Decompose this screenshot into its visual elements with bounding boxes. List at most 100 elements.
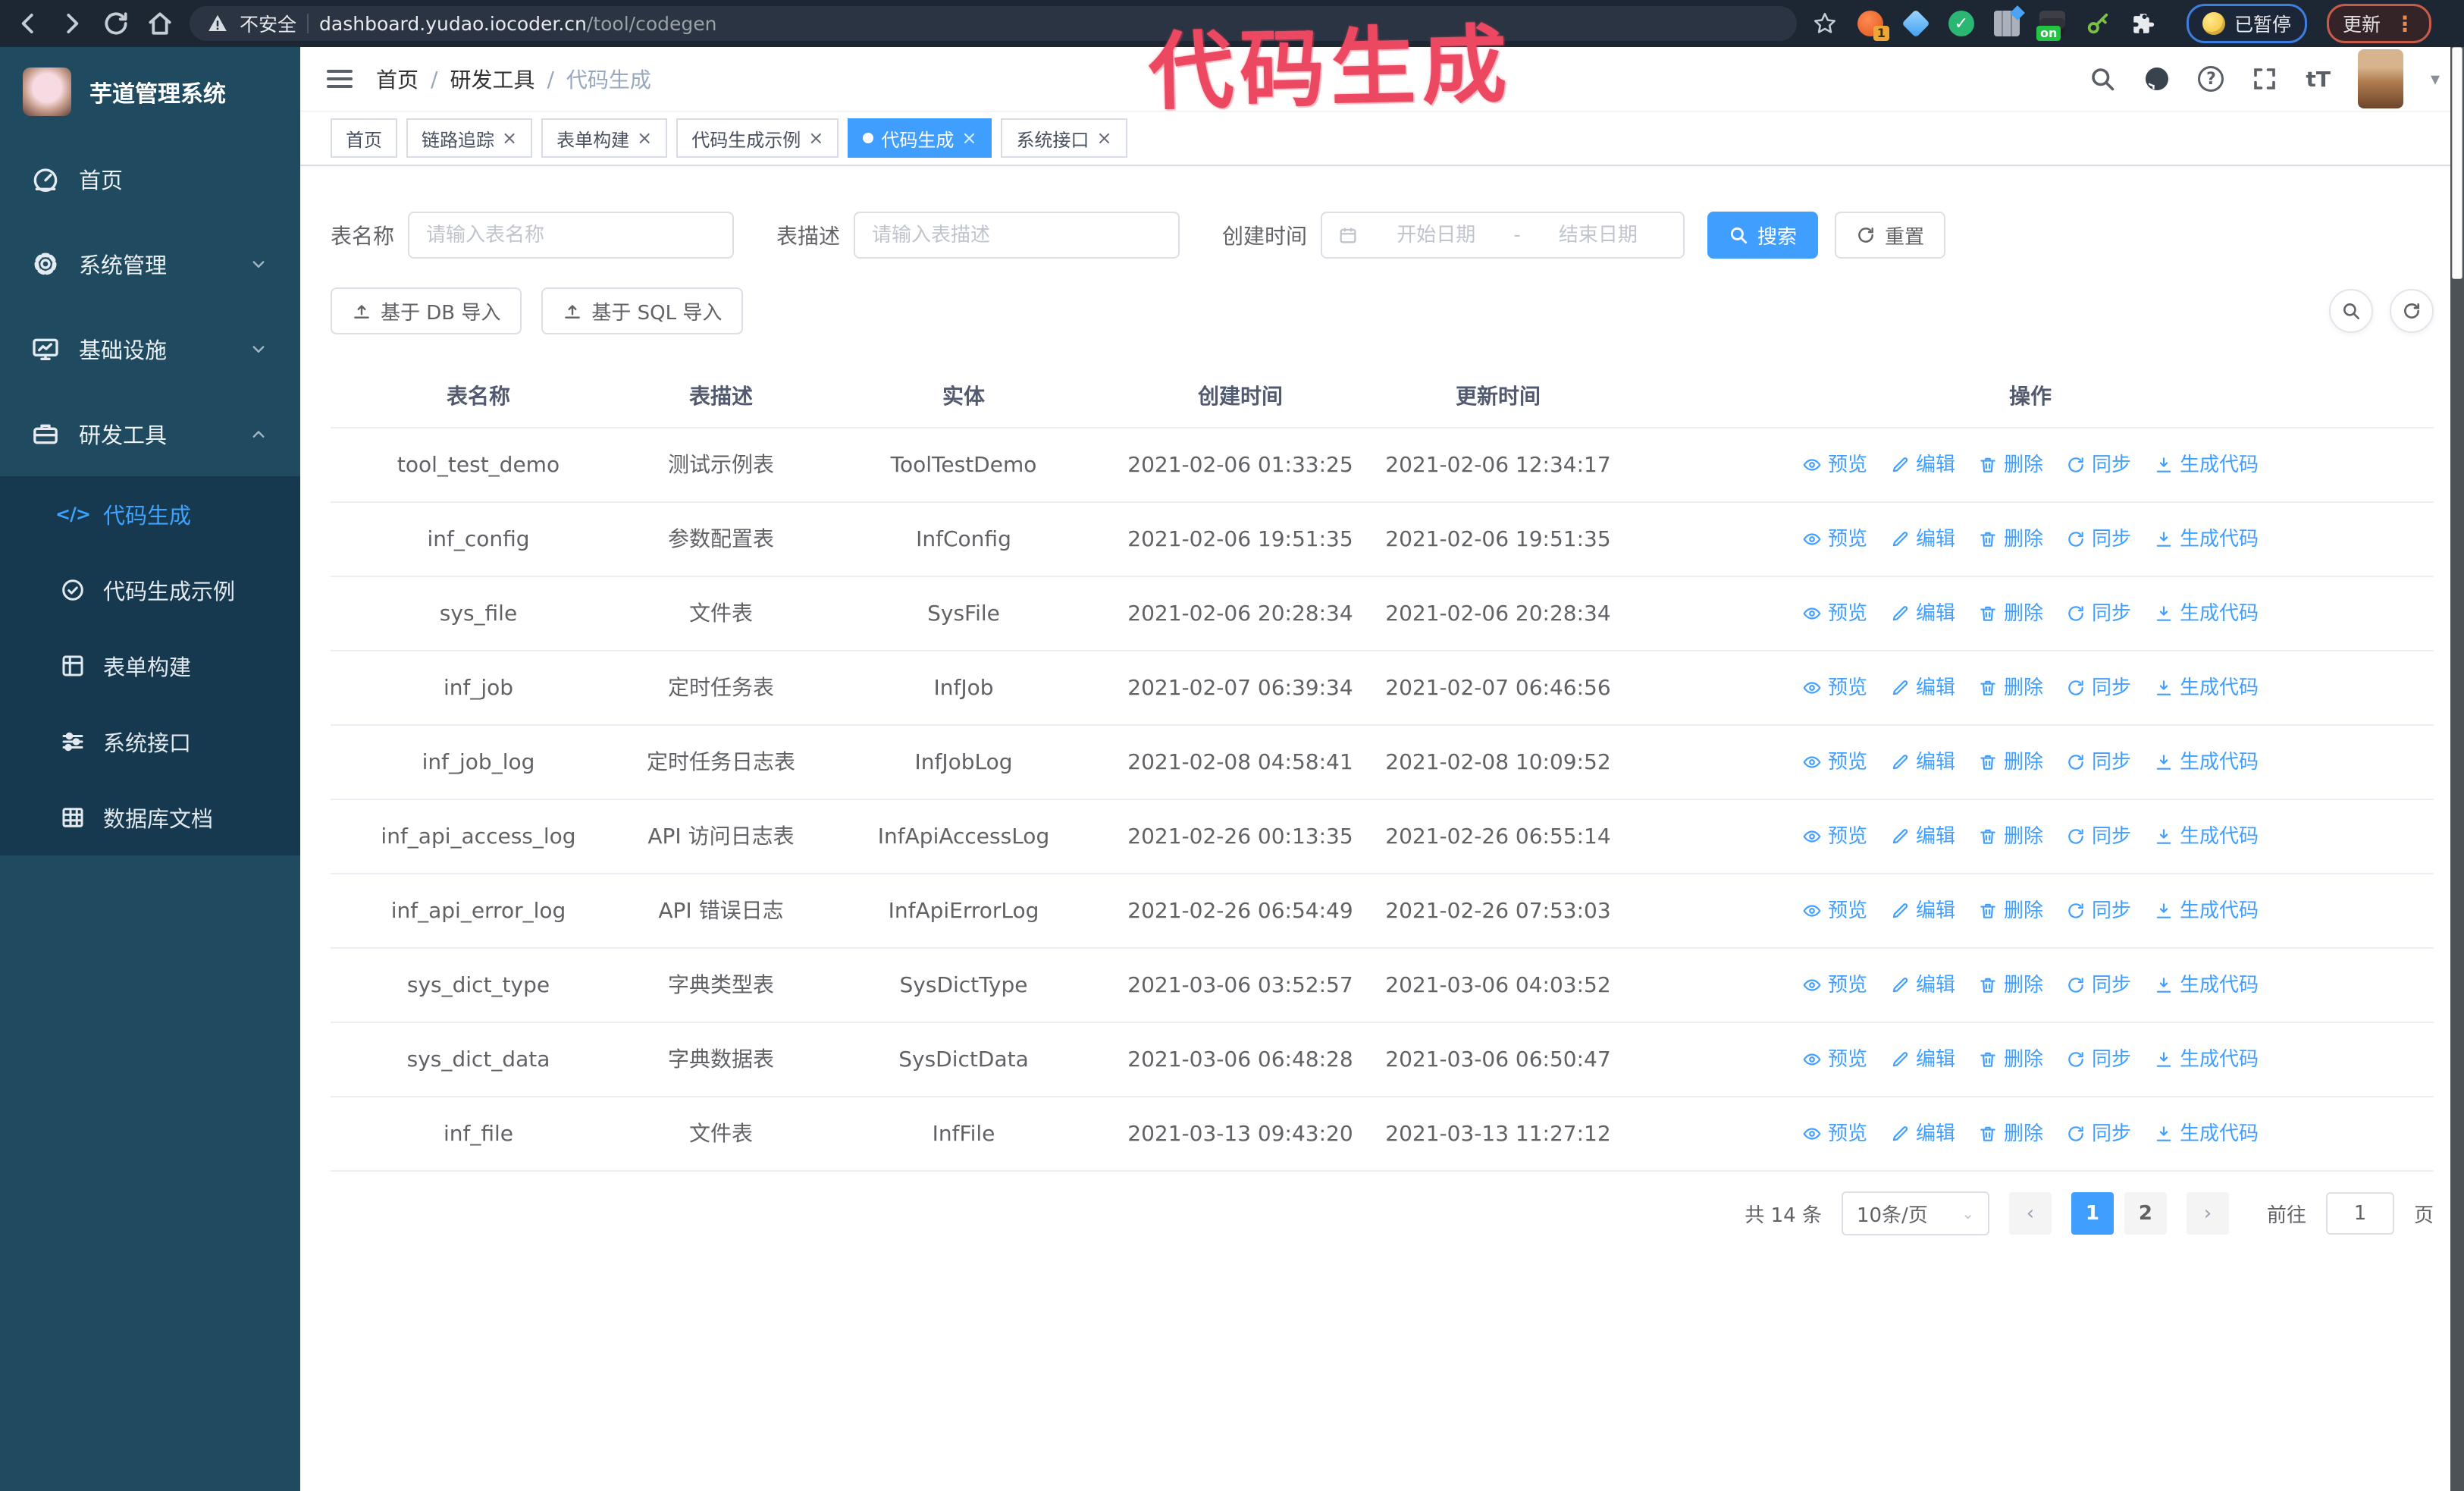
action-trash-link[interactable]: 删除 [1978, 524, 2043, 554]
toggle-search-button[interactable] [2329, 289, 2373, 333]
db-import-button[interactable]: 基于 DB 导入 [331, 287, 522, 334]
page-button-2[interactable]: 2 [2124, 1192, 2167, 1235]
tab-代码生成示例[interactable]: 代码生成示例 × [676, 118, 839, 158]
extension-icon-gem[interactable] [1901, 9, 1930, 38]
table-name-input[interactable] [425, 223, 718, 247]
action-trash-link[interactable]: 删除 [1978, 450, 2043, 480]
extension-icon-columns[interactable] [1994, 11, 2020, 36]
tab-代码生成[interactable]: 代码生成 × [848, 118, 992, 158]
breadcrumb-item[interactable]: 研发工具 [450, 67, 535, 93]
action-edit-link[interactable]: 编辑 [1890, 673, 1955, 703]
fullscreen-icon[interactable] [2251, 65, 2278, 93]
page-button-1[interactable]: 1 [2071, 1192, 2114, 1235]
table-desc-input[interactable] [870, 223, 1164, 247]
action-download-link[interactable]: 生成代码 [2154, 598, 2259, 629]
action-eye-link[interactable]: 预览 [1802, 450, 1867, 480]
tab-close-icon[interactable]: × [961, 127, 977, 149]
hamburger-icon[interactable] [324, 64, 355, 94]
refresh-table-button[interactable] [2390, 289, 2434, 333]
action-sync-link[interactable]: 同步 [2066, 896, 2131, 926]
sidebar-item-system-api[interactable]: 系统接口 [0, 704, 300, 780]
action-trash-link[interactable]: 删除 [1978, 896, 2043, 926]
back-icon[interactable] [14, 9, 42, 38]
page-size-select[interactable]: 10条/页 ⌄ [1841, 1191, 1989, 1235]
action-trash-link[interactable]: 删除 [1978, 1044, 2043, 1075]
tab-首页[interactable]: 首页 [331, 118, 397, 158]
action-download-link[interactable]: 生成代码 [2154, 896, 2259, 926]
extension-icon-key[interactable] [2085, 11, 2111, 36]
sql-import-button[interactable]: 基于 SQL 导入 [541, 287, 744, 334]
next-page-button[interactable]: › [2186, 1192, 2229, 1235]
sidebar-item-system[interactable]: 系统管理 [0, 221, 300, 306]
home-icon[interactable] [146, 9, 174, 38]
avatar-caret-icon[interactable]: ▾ [2430, 68, 2440, 89]
breadcrumb-item[interactable]: 首页 [376, 67, 419, 93]
action-sync-link[interactable]: 同步 [2066, 1119, 2131, 1149]
action-eye-link[interactable]: 预览 [1802, 598, 1867, 629]
action-download-link[interactable]: 生成代码 [2154, 524, 2259, 554]
github-icon[interactable] [2143, 65, 2171, 93]
browser-update-chip[interactable]: 更新 ⋮ [2327, 4, 2432, 43]
search-button[interactable]: 搜索 [1707, 212, 1819, 259]
extensions-puzzle-icon[interactable] [2130, 11, 2156, 36]
prev-page-button[interactable]: ‹ [2008, 1192, 2052, 1235]
action-eye-link[interactable]: 预览 [1802, 1119, 1867, 1149]
extension-icon-tabs[interactable]: on [2036, 11, 2065, 41]
action-sync-link[interactable]: 同步 [2066, 598, 2131, 629]
action-trash-link[interactable]: 删除 [1978, 970, 2043, 1000]
sidebar-item-codegen[interactable]: </> 代码生成 [0, 476, 300, 552]
action-sync-link[interactable]: 同步 [2066, 450, 2131, 480]
reset-button[interactable]: 重置 [1835, 212, 1946, 259]
action-download-link[interactable]: 生成代码 [2154, 450, 2259, 480]
action-edit-link[interactable]: 编辑 [1890, 896, 1955, 926]
tab-链路追踪[interactable]: 链路追踪 × [406, 118, 533, 158]
action-eye-link[interactable]: 预览 [1802, 673, 1867, 703]
font-size-icon[interactable]: tT [2306, 66, 2331, 92]
action-edit-link[interactable]: 编辑 [1890, 1119, 1955, 1149]
action-download-link[interactable]: 生成代码 [2154, 1119, 2259, 1149]
extension-icon-check[interactable]: ✓ [1948, 11, 1974, 36]
tab-close-icon[interactable]: × [502, 127, 518, 149]
action-edit-link[interactable]: 编辑 [1890, 970, 1955, 1000]
action-trash-link[interactable]: 删除 [1978, 747, 2043, 777]
action-edit-link[interactable]: 编辑 [1890, 1044, 1955, 1075]
action-sync-link[interactable]: 同步 [2066, 747, 2131, 777]
address-bar[interactable]: 不安全 dashboard.yudao.iocoder.cn/tool/code… [190, 6, 1797, 41]
action-eye-link[interactable]: 预览 [1802, 970, 1867, 1000]
action-edit-link[interactable]: 编辑 [1890, 821, 1955, 852]
action-trash-link[interactable]: 删除 [1978, 1119, 2043, 1149]
action-trash-link[interactable]: 删除 [1978, 821, 2043, 852]
user-avatar[interactable] [2357, 49, 2403, 108]
extension-icon-orange[interactable]: 1 [1857, 11, 1889, 41]
sidebar-item-infra[interactable]: 基础设施 [0, 306, 300, 391]
action-eye-link[interactable]: 预览 [1802, 524, 1867, 554]
action-trash-link[interactable]: 删除 [1978, 673, 2043, 703]
action-sync-link[interactable]: 同步 [2066, 970, 2131, 1000]
action-edit-link[interactable]: 编辑 [1890, 450, 1955, 480]
sidebar-item-db-doc[interactable]: 数据库文档 [0, 780, 300, 855]
start-date-input[interactable] [1366, 223, 1506, 247]
extension-paused-chip[interactable]: 已暂停 [2187, 4, 2308, 43]
action-sync-link[interactable]: 同步 [2066, 1044, 2131, 1075]
bookmark-star-icon[interactable] [1812, 11, 1838, 36]
tab-close-icon[interactable]: × [637, 127, 653, 149]
action-eye-link[interactable]: 预览 [1802, 896, 1867, 926]
action-download-link[interactable]: 生成代码 [2154, 747, 2259, 777]
action-edit-link[interactable]: 编辑 [1890, 524, 1955, 554]
action-eye-link[interactable]: 预览 [1802, 747, 1867, 777]
date-range-picker[interactable]: - [1321, 212, 1685, 259]
sidebar-item-devtools[interactable]: 研发工具 [0, 391, 300, 476]
forward-icon[interactable] [58, 9, 86, 38]
action-sync-link[interactable]: 同步 [2066, 524, 2131, 554]
action-download-link[interactable]: 生成代码 [2154, 970, 2259, 1000]
action-sync-link[interactable]: 同步 [2066, 673, 2131, 703]
tab-close-icon[interactable]: × [1096, 127, 1112, 149]
sidebar-item-codegen-example[interactable]: 代码生成示例 [0, 552, 300, 628]
search-icon[interactable] [2089, 65, 2116, 93]
end-date-input[interactable] [1528, 223, 1669, 247]
tab-系统接口[interactable]: 系统接口 × [1001, 118, 1127, 158]
help-icon[interactable]: ? [2198, 66, 2224, 92]
action-edit-link[interactable]: 编辑 [1890, 598, 1955, 629]
action-trash-link[interactable]: 删除 [1978, 598, 2043, 629]
browser-menu-icon[interactable]: ⋮ [2394, 11, 2416, 36]
